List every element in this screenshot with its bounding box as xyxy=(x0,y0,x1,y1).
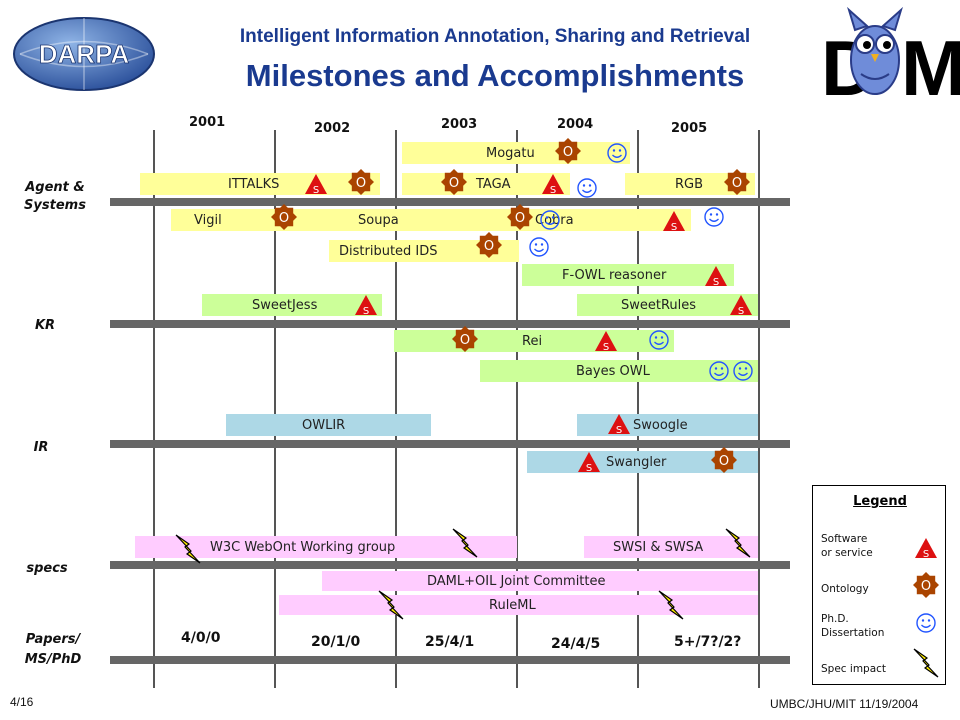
year-divider xyxy=(274,130,276,688)
darpa-logo-text: DARPA xyxy=(39,39,130,69)
year-divider xyxy=(153,130,155,688)
bar-sweetjess: SweetJess xyxy=(202,294,382,316)
bar-bayes-owl: Bayes OWL xyxy=(480,360,758,382)
paper-count: 20/1/0 xyxy=(311,634,361,650)
year-divider xyxy=(758,130,760,688)
bar-vigil-soupa-cobra: Vigil Soupa Cobra xyxy=(171,209,691,231)
bar-label: F-OWL reasoner xyxy=(562,267,667,283)
bar-label-vigil: Vigil xyxy=(194,212,222,228)
bar-fowl-reasoner: F-OWL reasoner xyxy=(522,264,734,286)
bar-label-cobra: Cobra xyxy=(535,212,574,228)
category-specs: specs xyxy=(26,561,68,576)
bar-label: Swangler xyxy=(606,454,667,470)
bar-label: Bayes OWL xyxy=(576,363,650,379)
svg-text:ML: ML xyxy=(901,24,960,110)
year-label: 2002 xyxy=(314,121,351,136)
bar-label: W3C WebOnt Working group xyxy=(210,539,396,555)
category-papers: Papers/ MS/PhD xyxy=(24,632,82,667)
page-title: Milestones and Accomplishments xyxy=(245,58,745,93)
legend-ontology-label: Ontology xyxy=(821,583,869,595)
category-agents: Agent & Systems xyxy=(24,180,86,213)
bar-swangler: Swangler xyxy=(527,451,758,473)
bar-label: Mogatu xyxy=(486,145,535,161)
legend-spec-label: Spec impact xyxy=(821,663,887,675)
track-specs xyxy=(110,561,790,569)
footer-credit: UMBC/JHU/MIT 11/19/2004 xyxy=(770,697,919,711)
bar-label: ITTALKS xyxy=(228,176,280,192)
category-ir: IR xyxy=(33,440,49,455)
bar-label: TAGA xyxy=(476,176,511,192)
phd-smiley-icon xyxy=(529,237,549,257)
bar-label-soupa: Soupa xyxy=(358,212,399,228)
bar-rgb: RGB xyxy=(625,173,755,195)
bar-w3c-webont: W3C WebOnt Working group xyxy=(135,536,517,558)
bar-daml-oil: DAML+OIL Joint Committee xyxy=(322,571,758,591)
phd-smiley-icon xyxy=(577,178,597,198)
legend-software-label: Software or service xyxy=(821,533,873,559)
bar-label: OWLIR xyxy=(302,417,346,433)
phd-smiley-icon xyxy=(704,207,724,227)
track-agents xyxy=(110,198,790,206)
track-kr xyxy=(110,320,790,328)
bar-label: SweetJess xyxy=(252,297,318,313)
legend: Legend Software or service Ontology Ph.D… xyxy=(812,485,946,685)
paper-count: 24/4/5 xyxy=(551,636,601,652)
legend-title: Legend xyxy=(853,494,907,509)
bar-label: RuleML xyxy=(489,597,536,613)
bar-rei: Rei xyxy=(394,330,674,352)
bar-ruleml: RuleML xyxy=(279,595,758,615)
bar-label: SWSI & SWSA xyxy=(613,539,704,555)
bar-mogatu: Mogatu xyxy=(402,142,630,164)
paper-count: 5+/7?/2? xyxy=(674,634,742,650)
track-ir xyxy=(110,440,790,448)
bar-ittalks: ITTALKS xyxy=(140,173,380,195)
year-label: 2004 xyxy=(557,117,594,132)
bar-label: RGB xyxy=(675,176,704,192)
legend-phd-label: Ph.D. Dissertation xyxy=(821,613,885,639)
bar-label: SweetRules xyxy=(621,297,697,313)
bar-taga: TAGA xyxy=(402,173,570,195)
header-subtitle: Intelligent Information Annotation, Shar… xyxy=(239,26,751,47)
year-label: 2003 xyxy=(441,117,478,132)
page-number: 4/16 xyxy=(10,695,34,709)
bar-label: Rei xyxy=(522,333,543,349)
bar-swoogle: Swoogle xyxy=(577,414,758,436)
track-papers xyxy=(110,656,790,664)
year-label: 2005 xyxy=(671,121,708,136)
paper-count: 25/4/1 xyxy=(425,634,475,650)
paper-count: 4/0/0 xyxy=(181,630,221,646)
bar-sweetrules: SweetRules xyxy=(577,294,758,316)
daml-owl-logo: D ML xyxy=(821,6,960,110)
bar-distributed-ids: Distributed IDS xyxy=(329,240,519,262)
bar-label: Swoogle xyxy=(633,417,688,433)
year-divider xyxy=(637,130,639,688)
darpa-logo: DARPA xyxy=(13,17,155,91)
year-label: 2001 xyxy=(189,115,226,130)
bar-owlir: OWLIR xyxy=(226,414,431,436)
bar-swsi-swsa: SWSI & SWSA xyxy=(584,536,758,558)
year-divider xyxy=(395,130,397,688)
category-kr: KR xyxy=(34,318,56,333)
bar-label: Distributed IDS xyxy=(339,243,438,259)
year-divider xyxy=(516,130,518,688)
bar-label: DAML+OIL Joint Committee xyxy=(427,573,606,589)
